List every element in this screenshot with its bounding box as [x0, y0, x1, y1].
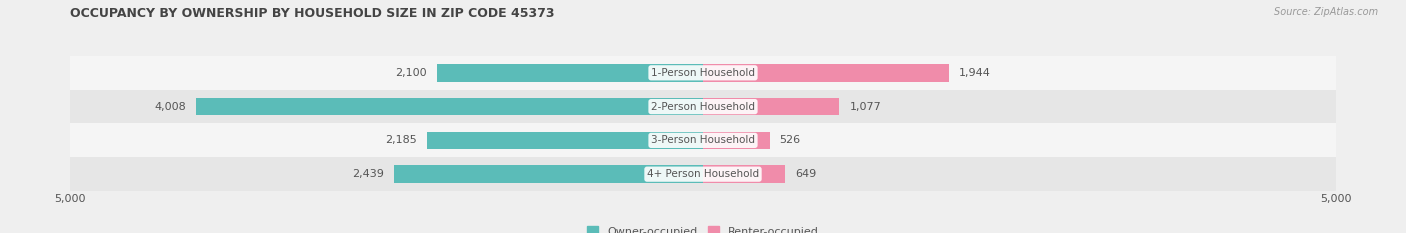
Text: 4,008: 4,008 [153, 102, 186, 112]
Bar [70, 56, 1336, 90]
Bar [70, 90, 1336, 123]
Bar [703, 64, 949, 82]
Text: 526: 526 [780, 135, 801, 145]
Bar [195, 98, 703, 115]
Text: OCCUPANCY BY OWNERSHIP BY HOUSEHOLD SIZE IN ZIP CODE 45373: OCCUPANCY BY OWNERSHIP BY HOUSEHOLD SIZE… [70, 7, 555, 20]
Bar [70, 157, 1336, 191]
Bar [394, 165, 703, 183]
Text: 3-Person Household: 3-Person Household [651, 135, 755, 145]
Bar [703, 132, 769, 149]
Text: 2-Person Household: 2-Person Household [651, 102, 755, 112]
Text: 2,100: 2,100 [395, 68, 427, 78]
Text: 2,439: 2,439 [353, 169, 384, 179]
Text: 1-Person Household: 1-Person Household [651, 68, 755, 78]
Bar [703, 165, 785, 183]
Text: 2,185: 2,185 [385, 135, 416, 145]
Text: 649: 649 [796, 169, 817, 179]
Text: Source: ZipAtlas.com: Source: ZipAtlas.com [1274, 7, 1378, 17]
Bar [70, 123, 1336, 157]
Text: 1,077: 1,077 [849, 102, 882, 112]
Bar [437, 64, 703, 82]
Legend: Owner-occupied, Renter-occupied: Owner-occupied, Renter-occupied [586, 226, 820, 233]
Bar [703, 98, 839, 115]
Text: 4+ Person Household: 4+ Person Household [647, 169, 759, 179]
Text: 1,944: 1,944 [959, 68, 991, 78]
Bar [426, 132, 703, 149]
